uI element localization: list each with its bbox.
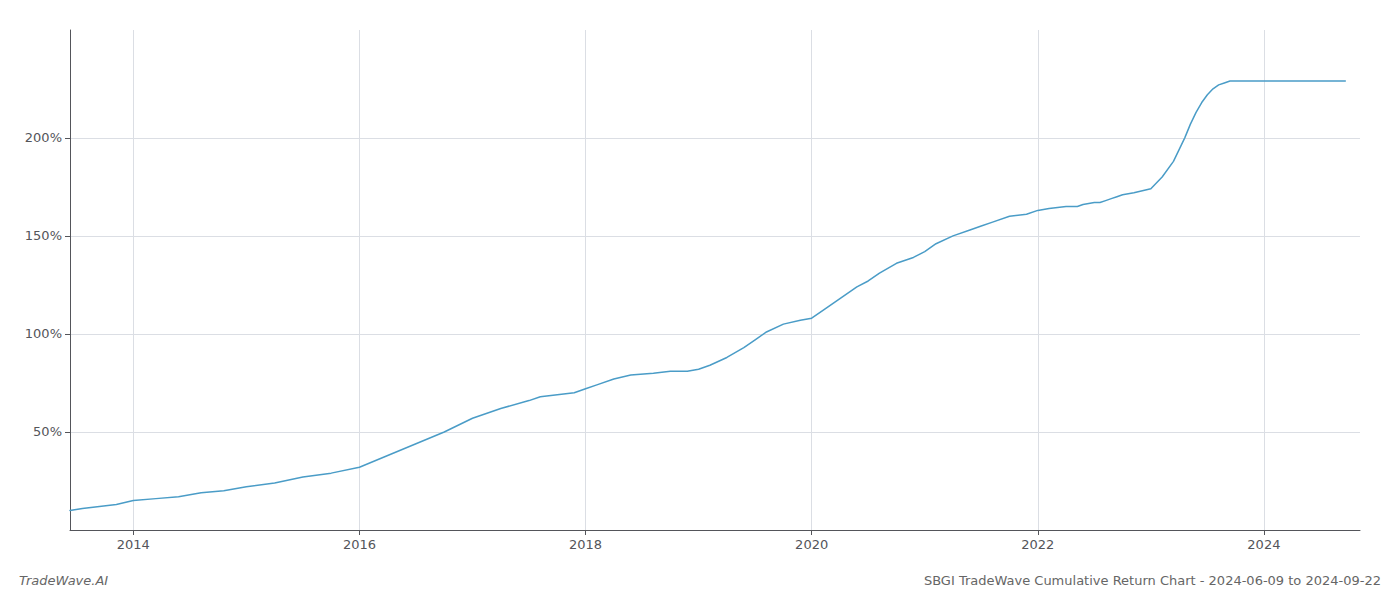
svg-text:2014: 2014: [117, 537, 150, 552]
svg-text:2018: 2018: [569, 537, 602, 552]
svg-text:2022: 2022: [1021, 537, 1054, 552]
svg-text:TradeWave.AI: TradeWave.AI: [19, 573, 108, 588]
svg-text:SBGI TradeWave Cumulative Retu: SBGI TradeWave Cumulative Return Chart -…: [924, 573, 1381, 588]
svg-text:2016: 2016: [343, 537, 376, 552]
svg-text:2020: 2020: [795, 537, 828, 552]
svg-text:150%: 150%: [25, 228, 62, 243]
svg-text:2024: 2024: [1247, 537, 1280, 552]
svg-text:100%: 100%: [25, 326, 62, 341]
svg-text:200%: 200%: [25, 130, 62, 145]
svg-text:50%: 50%: [33, 424, 62, 439]
